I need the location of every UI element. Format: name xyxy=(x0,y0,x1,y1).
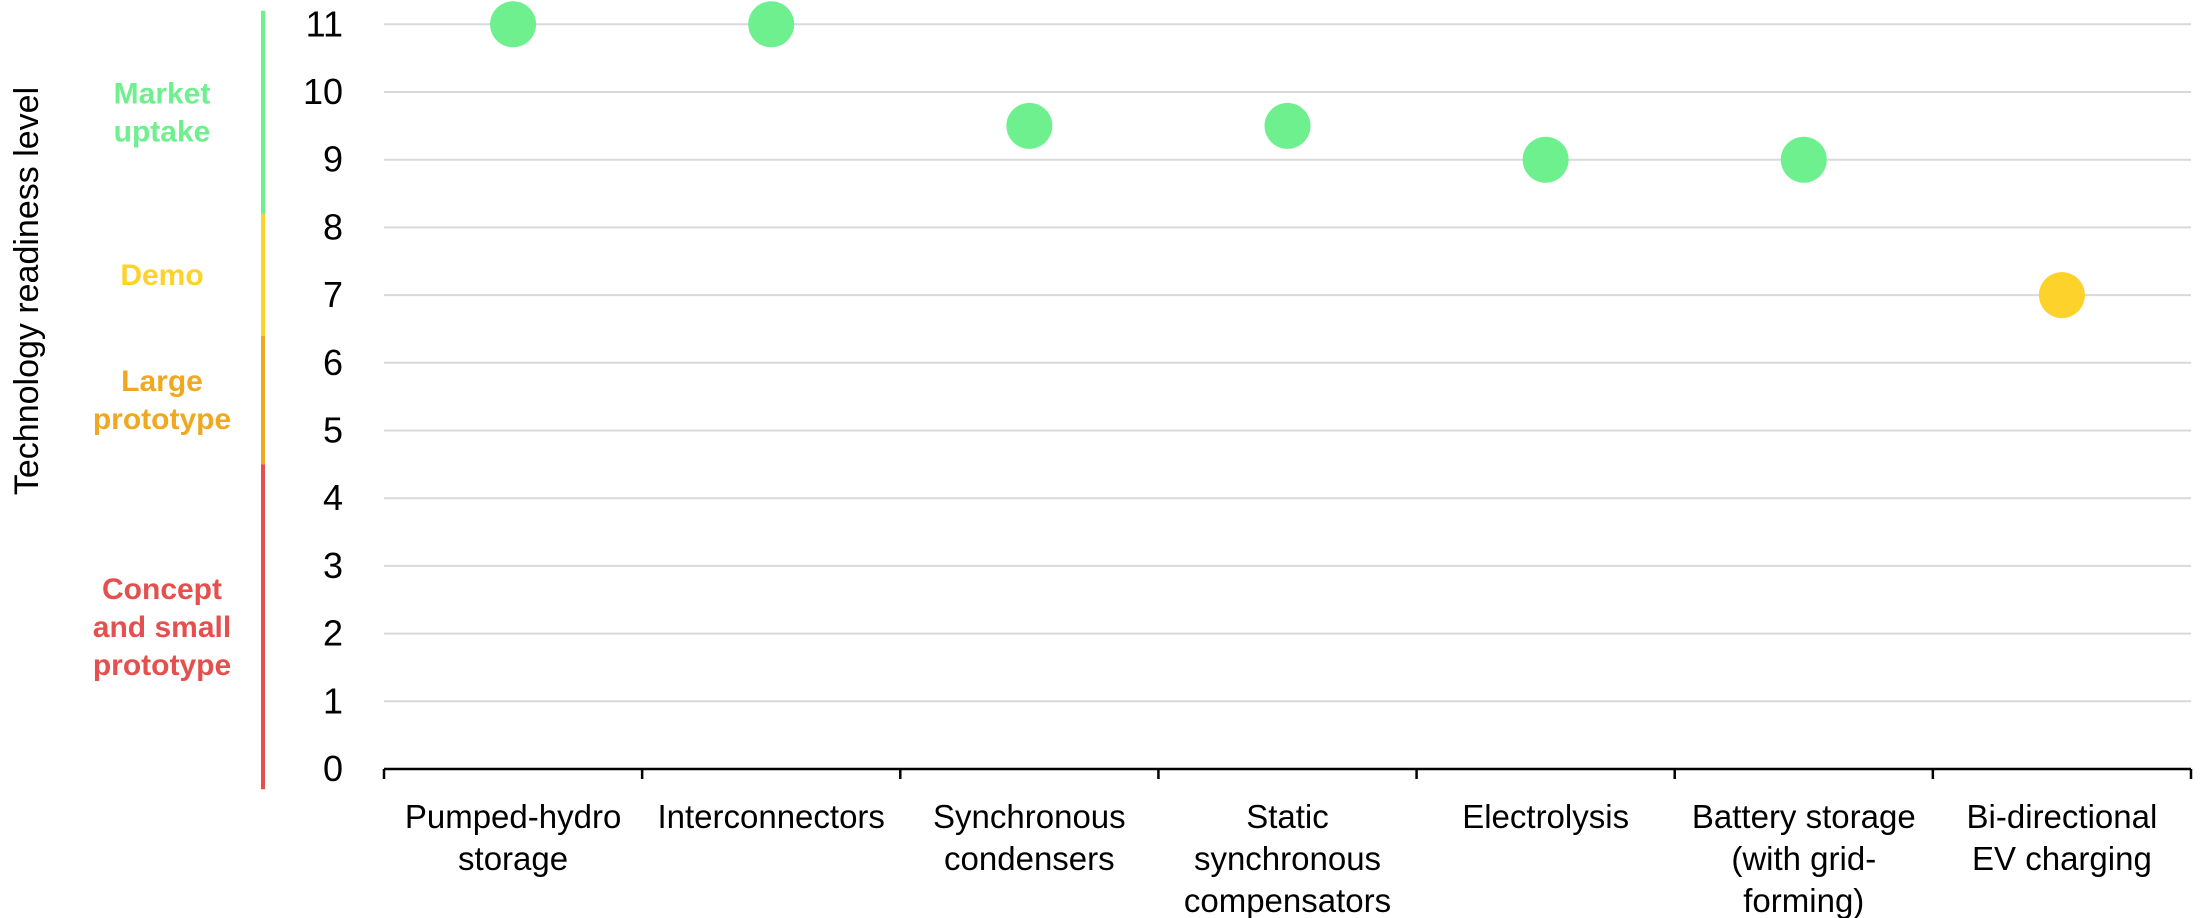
x-category-label-2-1: condensers xyxy=(944,840,1115,877)
x-category-labels: Pumped-hydro storage Interconnectors Synchr… xyxy=(405,798,2157,918)
y-tick-label-1: 1 xyxy=(323,680,343,721)
band-label-2-0: Large xyxy=(121,365,203,398)
y-tick-labels: 0 1 2 3 4 5 6 7 8 9 10 11 xyxy=(303,3,343,789)
data-point-6 xyxy=(2038,272,2085,319)
x-category-label-3-2: compensators xyxy=(1184,882,1391,918)
x-category-label-3-1: synchronous xyxy=(1194,840,1381,877)
y-tick-label-5: 5 xyxy=(323,410,343,451)
data-point-2 xyxy=(1006,102,1053,149)
band-label-3-2: prototype xyxy=(93,649,231,682)
y-tick-label-2: 2 xyxy=(323,613,343,654)
x-category-label-6-0: Bi-directional xyxy=(1967,798,2158,835)
y-tick-label-3: 3 xyxy=(323,545,343,586)
band-label-3-0: Concept xyxy=(102,573,222,606)
x-category-label-1-0: Interconnectors xyxy=(657,798,884,835)
y-tick-label-10: 10 xyxy=(303,71,343,112)
x-category-label-3-0: Static xyxy=(1246,798,1329,835)
data-point-1 xyxy=(748,1,795,48)
y-tick-label-11: 11 xyxy=(306,3,343,44)
readiness-bands: Market uptake Demo Large prototype Concept and… xyxy=(93,10,265,790)
y-tick-label-0: 0 xyxy=(323,748,343,789)
band-label-1-0: Demo xyxy=(120,259,203,292)
y-tick-label-6: 6 xyxy=(323,342,343,383)
band-label-0-1: uptake xyxy=(114,115,211,148)
band-label-2-1: prototype xyxy=(93,403,231,436)
y-tick-label-7: 7 xyxy=(323,274,343,315)
data-points xyxy=(490,1,2085,319)
band-label-3-1: and small xyxy=(93,611,231,644)
x-category-label-0-0: Pumped-hydro xyxy=(405,798,621,835)
y-tick-label-9: 9 xyxy=(323,139,343,180)
x-category-label-6-1: EV charging xyxy=(1972,840,2152,877)
x-category-label-5-0: Battery storage xyxy=(1692,798,1916,835)
x-axis xyxy=(382,767,2193,779)
x-category-label-0-1: storage xyxy=(458,840,568,877)
y-tick-label-8: 8 xyxy=(323,206,343,247)
y-axis-label: Technology readiness level xyxy=(8,87,46,495)
x-category-label-5-1: (with grid- xyxy=(1731,840,1876,877)
x-category-label-2-0: Synchronous xyxy=(933,798,1126,835)
x-category-label-4-0: Electrolysis xyxy=(1462,798,1629,835)
band-label-0-0: Market xyxy=(114,77,211,110)
gridlines xyxy=(384,23,2191,703)
data-point-4 xyxy=(1522,136,1569,183)
data-point-3 xyxy=(1264,102,1311,149)
data-point-5 xyxy=(1780,136,1827,183)
y-tick-label-4: 4 xyxy=(323,477,343,518)
x-category-label-5-2: forming) xyxy=(1743,882,1864,918)
data-point-0 xyxy=(490,1,537,48)
